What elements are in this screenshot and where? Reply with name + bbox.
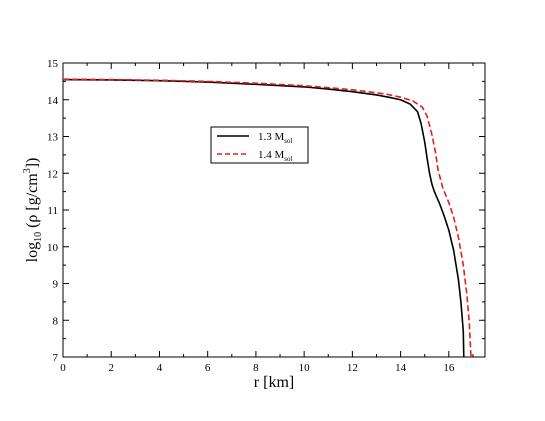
x-tick-label: 16 <box>443 362 455 374</box>
series-line-2 <box>62 78 472 358</box>
y-tick-label: 12 <box>47 168 58 180</box>
x-tick-label: 4 <box>157 362 163 374</box>
x-tick-label: 14 <box>395 362 407 374</box>
y-tick-label: 14 <box>47 95 59 107</box>
x-tick-label: 12 <box>347 362 358 374</box>
y-tick-label: 11 <box>47 205 58 217</box>
x-tick-label: 6 <box>205 362 211 374</box>
y-tick-label: 15 <box>47 58 59 70</box>
series-line-1 <box>62 78 465 358</box>
axis-ticks: 0 2 4 6 8 10 12 14 16 7 8 9 10 11 12 13 14 15 <box>47 58 485 374</box>
legend-box <box>210 126 309 164</box>
legend: 1.3 Msol 1.4 Msol <box>210 126 309 164</box>
x-tick-label: 0 <box>60 362 66 374</box>
y-axis-label: log10 (ρ [g/cm3]) <box>22 158 44 263</box>
x-tick-label: 8 <box>253 362 259 374</box>
y-tick-label: 7 <box>53 352 59 364</box>
series-layer <box>62 78 472 358</box>
legend-entry-2: 1.4 Msol <box>258 149 293 163</box>
x-axis-label: r [km] <box>254 374 294 391</box>
x-tick-label: 2 <box>108 362 114 374</box>
y-tick-label: 9 <box>53 279 59 291</box>
x-tick-label: 10 <box>299 362 311 374</box>
y-tick-label: 13 <box>47 132 59 144</box>
y-tick-label: 8 <box>53 315 59 327</box>
y-tick-label: 10 <box>47 242 59 254</box>
legend-entry-1: 1.3 Msol <box>258 131 293 145</box>
